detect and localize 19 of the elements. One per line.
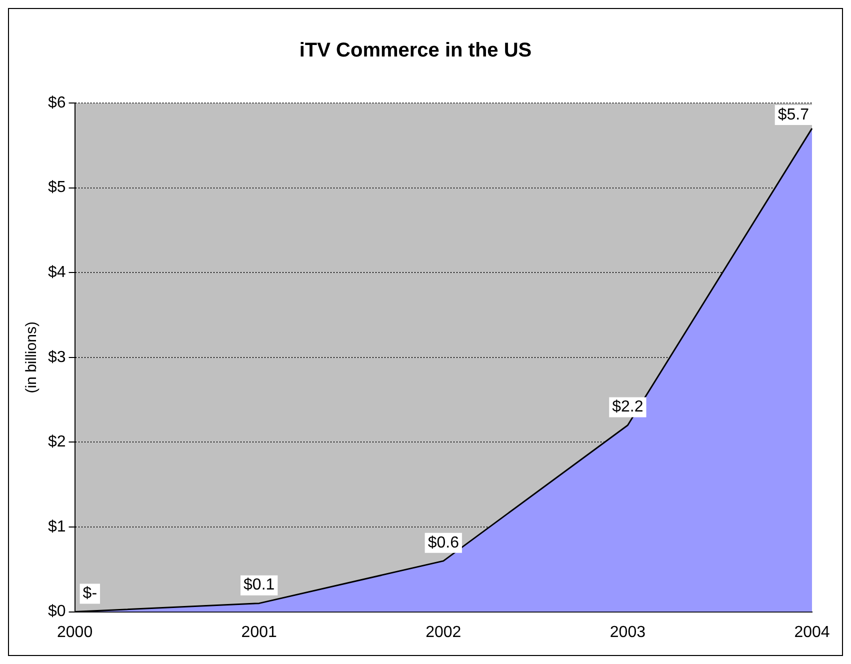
data-label: $2.2: [612, 398, 644, 416]
x-tick-label: 2000: [57, 624, 93, 641]
data-label: $5.7: [778, 106, 810, 124]
chart-title: iTV Commerce in the US: [299, 40, 532, 62]
y-tick-label: $5: [48, 179, 66, 196]
x-tick-label: 2001: [241, 624, 277, 641]
y-tick-label: $0: [48, 603, 66, 620]
y-tick-label: $6: [48, 94, 66, 112]
data-label: $0.1: [244, 576, 275, 594]
x-tick-label: 2003: [610, 624, 646, 641]
x-tick-label: 2002: [426, 624, 462, 641]
y-tick-label: $4: [48, 264, 66, 282]
y-tick-label: $2: [48, 434, 66, 451]
data-label: $-: [82, 585, 98, 602]
x-tick-label: 2004: [794, 624, 830, 641]
y-axis-title: (in billions): [23, 322, 40, 394]
data-label: $0.6: [428, 534, 460, 552]
y-tick-label: $3: [48, 348, 66, 366]
y-tick-label: $1: [48, 518, 66, 536]
